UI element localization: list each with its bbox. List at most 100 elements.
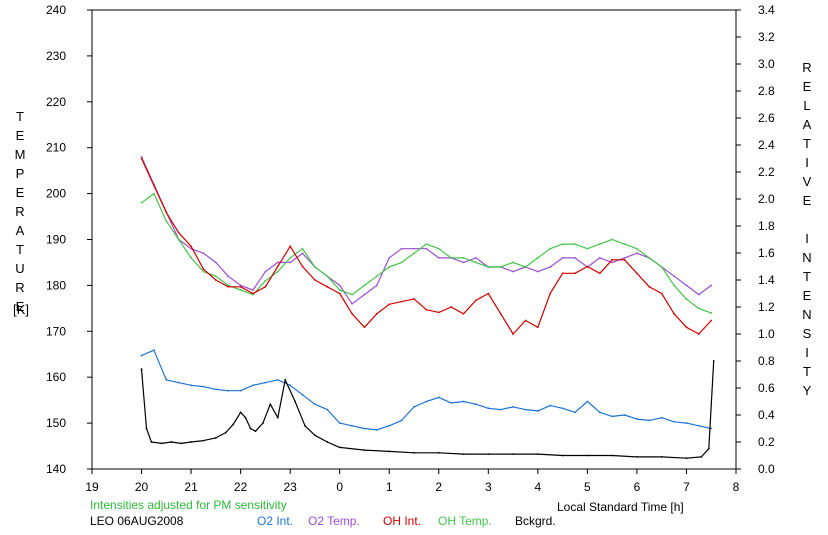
data-point-o2-int xyxy=(351,424,353,427)
data-point-o2-int xyxy=(363,427,366,430)
data-point-o2-int xyxy=(710,427,713,430)
data-point-oh-int xyxy=(375,312,378,315)
data-point-o2-int xyxy=(462,400,465,403)
data-point-o2-temp xyxy=(140,155,143,158)
data-point-o2-temp xyxy=(561,256,564,259)
data-point-o2-int xyxy=(574,411,576,414)
data-point-oh-int xyxy=(648,285,651,288)
data-point-oh-temp xyxy=(326,275,329,278)
y-right-tick-label: 2.0 xyxy=(758,192,775,206)
data-point-bckgrd xyxy=(561,454,564,457)
data-point-o2-int xyxy=(314,403,316,406)
data-point-o2-temp xyxy=(697,293,700,296)
legend-bckgrd: Bckgrd. xyxy=(515,514,556,528)
data-point-o2-int xyxy=(586,400,589,403)
data-point-o2-int xyxy=(536,410,539,412)
data-point-oh-int xyxy=(574,272,576,275)
data-point-oh-temp xyxy=(400,261,403,264)
data-point-oh-int xyxy=(512,333,514,335)
data-point-oh-int xyxy=(276,265,279,268)
data-point-bckgrd xyxy=(232,423,235,426)
data-point-oh-temp xyxy=(388,266,391,268)
data-point-oh-temp xyxy=(165,220,168,223)
data-point-oh-temp xyxy=(623,243,626,245)
data-point-oh-int xyxy=(561,272,564,275)
data-point-o2-int xyxy=(697,424,700,427)
x-tick-label: 19 xyxy=(85,480,99,494)
data-point-bckgrd xyxy=(314,434,316,437)
data-point-oh-temp xyxy=(177,238,180,241)
axis-title-letter: T xyxy=(16,109,24,124)
data-point-o2-temp xyxy=(462,261,465,264)
data-point-o2-int xyxy=(400,419,403,422)
data-point-o2-int xyxy=(512,406,514,408)
data-point-bckgrd xyxy=(276,416,279,419)
data-point-bckgrd xyxy=(202,439,205,442)
data-point-o2-int xyxy=(598,411,601,414)
y-right-tick-label: 0.6 xyxy=(758,381,775,395)
data-point-oh-temp xyxy=(524,266,527,268)
data-point-bckgrd xyxy=(536,453,539,456)
data-point-o2-int xyxy=(450,401,453,404)
data-point-o2-int xyxy=(660,416,663,419)
data-point-o2-int xyxy=(177,381,180,384)
data-point-bckgrd xyxy=(190,441,192,443)
data-point-oh-int xyxy=(524,319,527,322)
data-point-oh-int xyxy=(549,292,552,295)
data-point-oh-int xyxy=(326,285,329,288)
data-point-oh-int xyxy=(598,272,601,275)
data-point-oh-temp xyxy=(648,256,651,259)
data-point-oh-int xyxy=(710,319,713,322)
plot-frame xyxy=(91,9,737,470)
data-point-oh-temp xyxy=(264,279,267,282)
data-point-o2-int xyxy=(648,419,651,422)
data-point-oh-temp xyxy=(450,256,453,259)
data-point-oh-temp xyxy=(673,284,675,287)
data-point-o2-temp xyxy=(351,302,353,305)
legend-o2-temp: O2 Temp. xyxy=(308,514,360,528)
axis-title-letter: E xyxy=(15,185,25,200)
data-point-o2-temp xyxy=(710,284,713,287)
data-point-o2-int xyxy=(153,349,155,352)
data-point-bckgrd xyxy=(685,457,688,460)
data-point-o2-temp xyxy=(623,256,626,259)
data-point-bckgrd xyxy=(700,455,703,458)
data-point-bckgrd xyxy=(487,453,490,456)
axis-title-letter: T xyxy=(16,242,24,257)
axis-layer: 19 20 21 22 23 0 1 2 3 4 5 6 7 8140150160170180190200… xyxy=(46,3,775,494)
axis-title-letter: P xyxy=(15,166,25,181)
data-point-o2-int xyxy=(524,408,527,411)
data-point-oh-temp xyxy=(475,261,477,264)
data-point-o2-int xyxy=(214,388,217,391)
data-point-bckgrd xyxy=(160,442,163,445)
data-point-oh-temp xyxy=(437,247,440,250)
data-point-bckgrd xyxy=(586,454,589,457)
data-point-o2-temp xyxy=(227,275,230,278)
data-point-oh-temp xyxy=(574,243,576,245)
data-point-oh-int xyxy=(165,211,168,214)
y-right-tick-label: 3.2 xyxy=(758,30,775,44)
data-point-oh-int xyxy=(450,306,453,308)
data-point-bckgrd xyxy=(636,455,638,458)
y-right-tick-label: 1.8 xyxy=(758,219,775,233)
data-point-oh-int xyxy=(487,292,490,295)
axis-title-letter: I xyxy=(805,155,809,170)
data-point-oh-int xyxy=(611,258,614,261)
data-point-oh-int xyxy=(685,326,688,329)
axis-title-letter: I xyxy=(805,345,809,360)
data-point-oh-temp xyxy=(413,252,415,255)
data-point-o2-temp xyxy=(549,266,552,268)
data-point-oh-int xyxy=(437,311,440,314)
data-point-oh-temp xyxy=(462,256,465,259)
data-point-bckgrd xyxy=(284,379,287,381)
data-point-o2-int xyxy=(289,384,292,387)
data-point-o2-temp xyxy=(475,256,477,259)
data-point-o2-temp xyxy=(598,256,601,259)
data-point-oh-int xyxy=(400,300,403,303)
x-tick-label: 6 xyxy=(634,480,641,494)
data-point-bckgrd xyxy=(338,446,341,449)
data-point-o2-temp xyxy=(264,270,267,273)
x-tick-label: 4 xyxy=(535,480,542,494)
data-point-oh-temp xyxy=(338,289,341,291)
data-point-o2-temp xyxy=(214,261,217,264)
